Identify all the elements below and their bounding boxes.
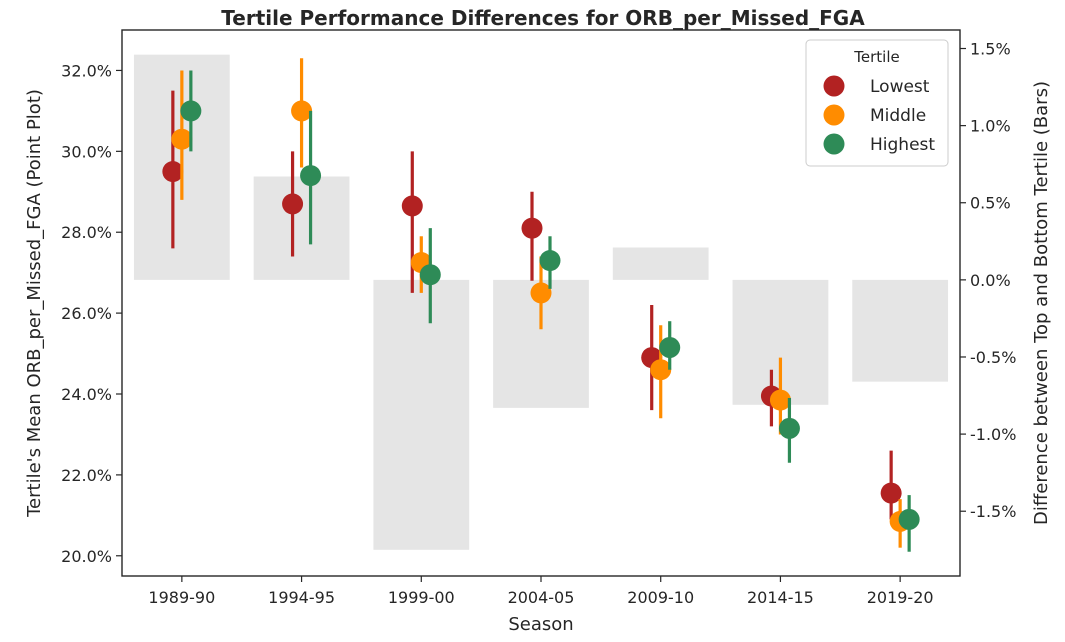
legend-label-lowest: Lowest xyxy=(870,77,930,97)
right-tick-label: 0.0% xyxy=(970,271,1011,290)
left-tick-label: 24.0% xyxy=(61,385,112,404)
left-y-axis-label: Tertile's Mean ORB_per_Missed_FGA (Point… xyxy=(24,89,45,518)
point-middle-2014-15 xyxy=(769,389,791,411)
legend-marker-middle xyxy=(823,104,845,126)
legend: Tertile Lowest Middle Highest xyxy=(805,39,949,167)
difference-bar-2019-20 xyxy=(852,279,949,382)
right-y-axis: -1.5% -1.0% -0.5% 0.0% 0.5% 1.0% 1.5% xyxy=(960,40,1016,521)
left-y-axis: 20.0% 22.0% 24.0% 26.0% 28.0% 30.0% 32.0% xyxy=(61,61,122,566)
point-lowest-1999-00 xyxy=(401,195,423,217)
x-tick-label: 2009-10 xyxy=(627,588,694,607)
x-tick-label: 1994-95 xyxy=(268,588,335,607)
left-tick-label: 22.0% xyxy=(61,466,112,485)
legend-box xyxy=(805,39,949,167)
point-middle-1994-95 xyxy=(291,100,313,122)
point-lowest-2019-20 xyxy=(880,482,902,504)
difference-bar-2009-10 xyxy=(612,247,709,280)
difference-bar-1994-95 xyxy=(253,176,350,280)
point-highest-1999-00 xyxy=(419,264,441,286)
right-tick-label: -1.0% xyxy=(970,425,1016,444)
x-tick-label: 1999-00 xyxy=(388,588,455,607)
series-middle xyxy=(171,58,911,548)
x-tick-label: 2004-05 xyxy=(508,588,575,607)
legend-items: Lowest Middle Highest xyxy=(823,75,935,155)
x-tick-label: 2019-20 xyxy=(867,588,934,607)
legend-marker-lowest xyxy=(823,75,845,97)
x-axis-label: Season xyxy=(508,614,573,635)
left-tick-label: 30.0% xyxy=(61,142,112,161)
point-highest-2014-15 xyxy=(778,417,800,439)
difference-bar-1999-00 xyxy=(373,279,470,550)
x-tick-label: 2014-15 xyxy=(747,588,814,607)
point-lowest-1989-90 xyxy=(162,161,184,183)
left-tick-label: 20.0% xyxy=(61,547,112,566)
left-tick-label: 26.0% xyxy=(61,304,112,323)
legend-label-middle: Middle xyxy=(870,106,926,126)
point-highest-2019-20 xyxy=(898,508,920,530)
point-middle-2009-10 xyxy=(650,359,672,381)
point-lowest-1994-95 xyxy=(282,193,304,215)
right-tick-label: -0.5% xyxy=(970,348,1016,367)
point-lowest-2004-05 xyxy=(521,217,543,239)
point-highest-2009-10 xyxy=(659,336,681,358)
right-tick-label: -1.5% xyxy=(970,502,1016,521)
legend-label-highest: Highest xyxy=(870,135,935,155)
right-tick-label: 1.5% xyxy=(970,40,1011,59)
point-middle-1989-90 xyxy=(171,128,193,150)
right-y-axis-label: Difference between Top and Bottom Tertil… xyxy=(1031,81,1052,525)
right-tick-label: 0.5% xyxy=(970,194,1011,213)
legend-title: Tertile xyxy=(853,48,899,66)
left-tick-label: 32.0% xyxy=(61,61,112,80)
point-highest-1989-90 xyxy=(180,100,202,122)
point-highest-2004-05 xyxy=(539,250,561,272)
left-tick-label: 28.0% xyxy=(61,223,112,242)
point-highest-1994-95 xyxy=(300,165,322,187)
chart-title: Tertile Performance Differences for ORB_… xyxy=(221,6,865,30)
point-middle-2004-05 xyxy=(530,282,552,304)
series-highest xyxy=(180,70,920,552)
legend-marker-highest xyxy=(823,133,845,155)
right-tick-label: 1.0% xyxy=(970,117,1011,136)
x-tick-label: 1989-90 xyxy=(148,588,215,607)
series-layer xyxy=(162,58,920,552)
x-axis: 1989-90 1994-95 1999-00 2004-05 2009-10 2014-… xyxy=(148,576,934,607)
